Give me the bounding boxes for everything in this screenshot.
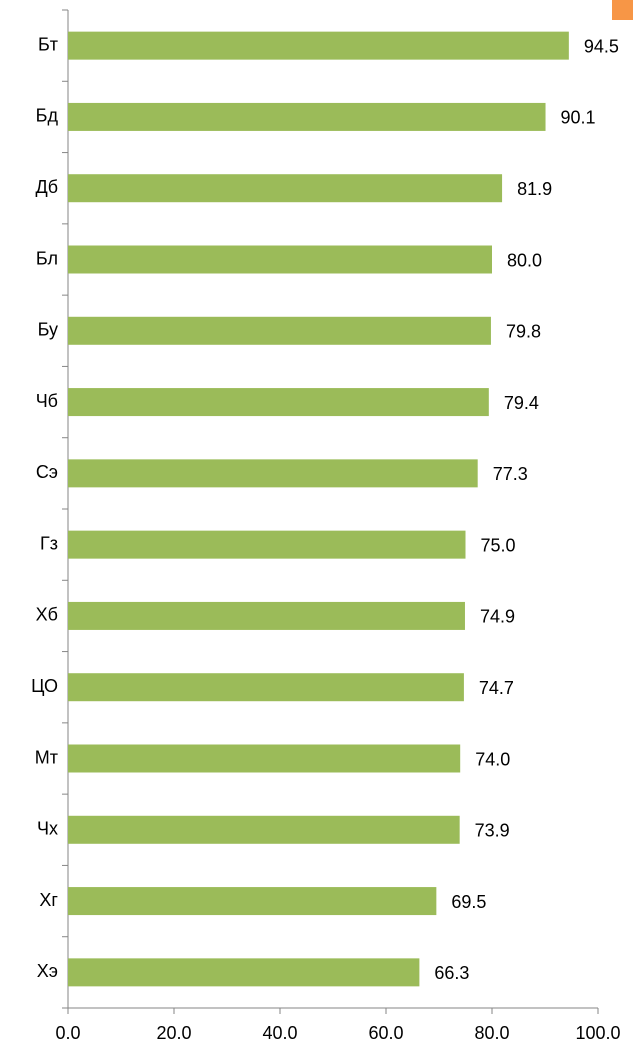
x-tick-label: 60.0 — [368, 1023, 403, 1043]
data-label: 75.0 — [481, 535, 516, 555]
bar — [68, 102, 546, 131]
data-label: 79.4 — [504, 393, 539, 413]
data-label: 66.3 — [434, 963, 469, 983]
data-label: 73.9 — [475, 821, 510, 841]
y-tick-label: ЦО — [31, 676, 58, 696]
bar — [68, 245, 492, 274]
bar — [68, 744, 461, 773]
bar — [68, 601, 465, 630]
y-tick-label: Мт — [35, 747, 58, 767]
x-tick-label: 100.0 — [575, 1023, 620, 1043]
data-label: 77.3 — [493, 464, 528, 484]
data-label: 79.8 — [506, 322, 541, 342]
data-label: 74.0 — [475, 749, 510, 769]
data-label: 81.9 — [517, 179, 552, 199]
bar — [68, 815, 460, 844]
x-tick-label: 80.0 — [474, 1023, 509, 1043]
bar — [68, 459, 478, 488]
data-label: 69.5 — [451, 892, 486, 912]
corner-marker — [612, 0, 633, 20]
data-label: 74.7 — [479, 678, 514, 698]
x-tick-label: 20.0 — [156, 1023, 191, 1043]
data-label: 80.0 — [507, 250, 542, 270]
y-tick-label: Бл — [36, 248, 58, 268]
bar — [68, 673, 464, 702]
bar — [68, 388, 489, 417]
y-tick-label: Чб — [36, 391, 58, 411]
x-tick-label: 40.0 — [262, 1023, 297, 1043]
y-tick-label: Чх — [37, 819, 58, 839]
y-tick-label: Хэ — [37, 961, 58, 981]
bar — [68, 316, 491, 345]
bar — [68, 31, 569, 60]
bar — [68, 530, 466, 559]
data-label: 94.5 — [584, 36, 619, 56]
data-label: 74.9 — [480, 607, 515, 627]
bar — [68, 174, 503, 203]
bar — [68, 958, 420, 987]
y-tick-label: Дб — [36, 177, 59, 197]
y-tick-label: Бу — [38, 320, 58, 340]
bar — [68, 887, 437, 916]
y-tick-label: Бд — [36, 106, 59, 126]
x-tick-label: 0.0 — [55, 1023, 80, 1043]
y-tick-label: Бт — [38, 34, 58, 54]
y-tick-label: Сэ — [36, 462, 58, 482]
data-label: 90.1 — [561, 108, 596, 128]
y-tick-label: Хг — [39, 890, 58, 910]
y-tick-label: Гз — [40, 533, 58, 553]
y-tick-label: Хб — [36, 605, 58, 625]
